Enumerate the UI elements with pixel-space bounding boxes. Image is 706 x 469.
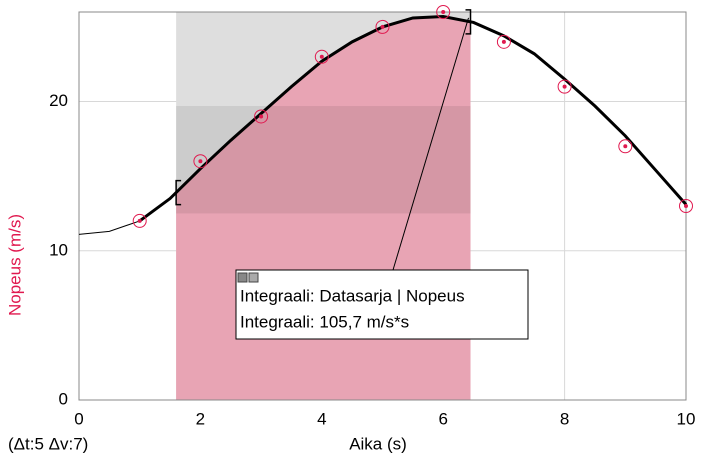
x-tick-label: 2	[196, 409, 205, 428]
y-tick-label: 0	[59, 389, 68, 408]
minimize-icon	[248, 272, 259, 283]
data-point-dot	[623, 144, 628, 149]
corner-note: (Δt:5 Δv:7)	[8, 434, 88, 453]
highlight-band	[176, 106, 471, 214]
data-point-dot	[259, 114, 264, 119]
annotation-text: Integraali: 105,7 m/s*s	[240, 312, 409, 331]
annotation-text: Integraali: Datasarja | Nopeus	[240, 286, 465, 305]
data-point	[496, 34, 511, 49]
range-bracket	[175, 179, 182, 206]
data-point-dot	[137, 218, 142, 223]
data-point	[193, 154, 208, 169]
x-axis-label: Aika (s)	[349, 434, 407, 453]
close-icon	[237, 272, 248, 283]
annotation-box	[235, 269, 529, 340]
y-tick-label: 10	[49, 240, 68, 259]
x-tick-label: 10	[677, 409, 696, 428]
data-point	[436, 5, 451, 19]
data-point	[254, 109, 269, 124]
fit-curve	[138, 14, 688, 223]
data-point-dot	[319, 54, 324, 59]
annotation-leader	[392, 17, 469, 271]
x-tick-label: 0	[74, 409, 83, 428]
data-point	[375, 19, 390, 34]
x-tick-label: 6	[438, 409, 447, 428]
range-bracket	[465, 9, 472, 35]
x-tick-label: 8	[560, 409, 569, 428]
data-point	[679, 199, 693, 213]
data-point	[132, 213, 147, 228]
data-point-dot	[501, 39, 506, 44]
data-point-dot	[198, 159, 203, 164]
data-point-dot	[684, 204, 688, 208]
y-axis-label: Nopeus (m/s)	[5, 214, 24, 316]
data-point-dot	[441, 10, 446, 14]
data-point	[618, 139, 633, 154]
data-point	[557, 79, 572, 94]
data-point-dot	[380, 24, 385, 29]
x-tick-label: 4	[317, 409, 326, 428]
y-tick-label: 20	[49, 91, 68, 110]
data-point	[314, 49, 329, 64]
data-point-dot	[562, 84, 567, 89]
